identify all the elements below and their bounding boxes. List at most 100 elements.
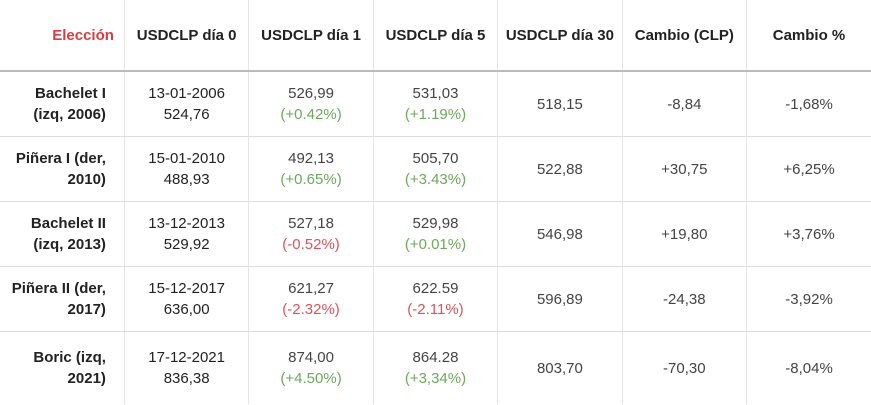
pct-change: (+0.42%) bbox=[280, 106, 342, 123]
cell: 546,98 bbox=[497, 201, 623, 267]
cell: 526,99 (+0.42%) bbox=[248, 70, 374, 137]
cell-text: -1,68% bbox=[785, 95, 833, 113]
pct-change: (+4.50%) bbox=[280, 370, 342, 387]
table-body: Bachelet I (izq, 2006) 13-01-2006 524,76 52… bbox=[0, 70, 871, 404]
cell-text: 518,15 bbox=[536, 95, 583, 113]
cell: -8,04% bbox=[746, 331, 871, 404]
cell-text: -8,04% bbox=[785, 359, 833, 377]
cell: 505,70 (+3.43%) bbox=[372, 136, 498, 202]
pct-change: (+0.01%) bbox=[404, 236, 467, 253]
header-cell: Elección bbox=[0, 0, 125, 72]
cell-value: 636,00 bbox=[163, 301, 210, 318]
pct-change: (+3,34%) bbox=[404, 370, 467, 387]
table-row: Boric (izq, 2021) 17-12-2021 836,38 874,00 (… bbox=[0, 331, 871, 404]
cell-value: 505,70 bbox=[412, 150, 459, 167]
cell-value: 529,92 bbox=[163, 236, 210, 253]
cell-text: +30,75 bbox=[661, 160, 708, 178]
header-cell: USDCLP día 5 bbox=[372, 0, 498, 72]
cell-text: -3,92% bbox=[785, 290, 833, 308]
cell: 492,13 (+0.65%) bbox=[248, 136, 374, 202]
cell-text: Piñera I (der, 2010) bbox=[15, 150, 106, 188]
cell-value: 621,27 bbox=[288, 280, 334, 297]
cell: -8,84 bbox=[621, 70, 747, 137]
cell: 531,03 (+1.19%) bbox=[372, 70, 498, 137]
cell-text: 596,89 bbox=[536, 290, 583, 308]
cell: 17-12-2021 836,38 bbox=[123, 331, 249, 404]
cell-text: 803,70 bbox=[536, 359, 583, 377]
cell: 518,15 bbox=[497, 70, 623, 137]
cell: Piñera II (der, 2017) bbox=[0, 266, 125, 332]
cell: +30,75 bbox=[621, 136, 747, 202]
pct-change: (-2.32%) bbox=[282, 301, 340, 318]
cell: 622.59 (-2.11%) bbox=[372, 266, 498, 332]
cell-value: 13-01-2006 bbox=[148, 85, 225, 102]
cell-text: Boric (izq, 2021) bbox=[33, 349, 106, 387]
header-cell: Cambio (CLP) bbox=[621, 0, 747, 72]
cell-value: 622.59 bbox=[412, 280, 459, 297]
header-cell: USDCLP día 30 bbox=[497, 0, 623, 72]
cell: -70,30 bbox=[621, 331, 747, 404]
pct-change: (+0.65%) bbox=[280, 171, 342, 188]
header-row: Elección USDCLP día 0 USDCLP día 1 USDCLP d… bbox=[0, 0, 871, 72]
cell: 15-12-2017 636,00 bbox=[123, 266, 249, 332]
cell-value: 15-01-2010 bbox=[148, 150, 225, 167]
cell-value: 864.28 bbox=[412, 349, 459, 366]
cell: 529,98 (+0.01%) bbox=[372, 201, 498, 267]
cell: Boric (izq, 2021) bbox=[0, 331, 125, 404]
cell: -1,68% bbox=[746, 70, 871, 137]
pct-change: (+3.43%) bbox=[404, 171, 467, 188]
cell: 527,18 (-0.52%) bbox=[248, 201, 374, 267]
cell-text: -24,38 bbox=[663, 290, 706, 308]
cell: 13-01-2006 524,76 bbox=[123, 70, 249, 137]
header-cell: USDCLP día 0 bbox=[123, 0, 249, 72]
cell: 874,00 (+4.50%) bbox=[248, 331, 374, 404]
cell: 803,70 bbox=[497, 331, 623, 404]
cell: 13-12-2013 529,92 bbox=[123, 201, 249, 267]
cell-value: 13-12-2013 bbox=[148, 215, 225, 232]
cell-value: 836,38 bbox=[163, 370, 210, 387]
cell: Piñera I (der, 2010) bbox=[0, 136, 125, 202]
cell: -3,92% bbox=[746, 266, 871, 332]
cell: 596,89 bbox=[497, 266, 623, 332]
cell-value: 529,98 bbox=[412, 215, 459, 232]
cell-value: 492,13 bbox=[288, 150, 334, 167]
cell-text: 546,98 bbox=[536, 225, 583, 243]
header-cell: Cambio % bbox=[746, 0, 871, 72]
cell-text: Bachelet II (izq, 2013) bbox=[30, 215, 106, 253]
cell-text: +6,25% bbox=[783, 160, 835, 178]
table-row: Bachelet I (izq, 2006) 13-01-2006 524,76 52… bbox=[0, 70, 871, 137]
pct-change: (-0.52%) bbox=[282, 236, 340, 253]
cell: 522,88 bbox=[497, 136, 623, 202]
cell-value: 531,03 bbox=[412, 85, 459, 102]
pct-change: (+1.19%) bbox=[404, 106, 467, 123]
cell: 15-01-2010 488,93 bbox=[123, 136, 249, 202]
cell: +6,25% bbox=[746, 136, 871, 202]
cell-text: 522,88 bbox=[536, 160, 583, 178]
cell: Bachelet I (izq, 2006) bbox=[0, 70, 125, 137]
cell: -24,38 bbox=[621, 266, 747, 332]
pct-change: (-2.11%) bbox=[407, 301, 464, 318]
cell: 621,27 (-2.32%) bbox=[248, 266, 374, 332]
table-row: Bachelet II (izq, 2013) 13-12-2013 529,92 5… bbox=[0, 201, 871, 267]
cell: +19,80 bbox=[621, 201, 747, 267]
cell-value: 527,18 bbox=[288, 215, 334, 232]
table-row: Piñera II (der, 2017) 15-12-2017 636,00 621… bbox=[0, 266, 871, 332]
cell-text: -70,30 bbox=[663, 359, 706, 377]
table-row: Piñera I (der, 2010) 15-01-2010 488,93 492,… bbox=[0, 136, 871, 202]
cell-text: Bachelet I (izq, 2006) bbox=[33, 85, 106, 123]
cell: Bachelet II (izq, 2013) bbox=[0, 201, 125, 267]
cell-value: 17-12-2021 bbox=[148, 349, 225, 366]
cell-value: 526,99 bbox=[288, 85, 334, 102]
cell-value: 488,93 bbox=[163, 171, 210, 188]
cell-value: 874,00 bbox=[288, 349, 334, 366]
cell-value: 15-12-2017 bbox=[148, 280, 225, 297]
cell: 864.28 (+3,34%) bbox=[372, 331, 498, 404]
header-cell: USDCLP día 1 bbox=[248, 0, 374, 72]
cell-text: -8,84 bbox=[667, 95, 702, 113]
cell-text: +3,76% bbox=[783, 225, 835, 243]
cell-text: Piñera II (der, 2017) bbox=[11, 280, 106, 318]
cell: +3,76% bbox=[746, 201, 871, 267]
cell-value: 524,76 bbox=[163, 106, 210, 123]
